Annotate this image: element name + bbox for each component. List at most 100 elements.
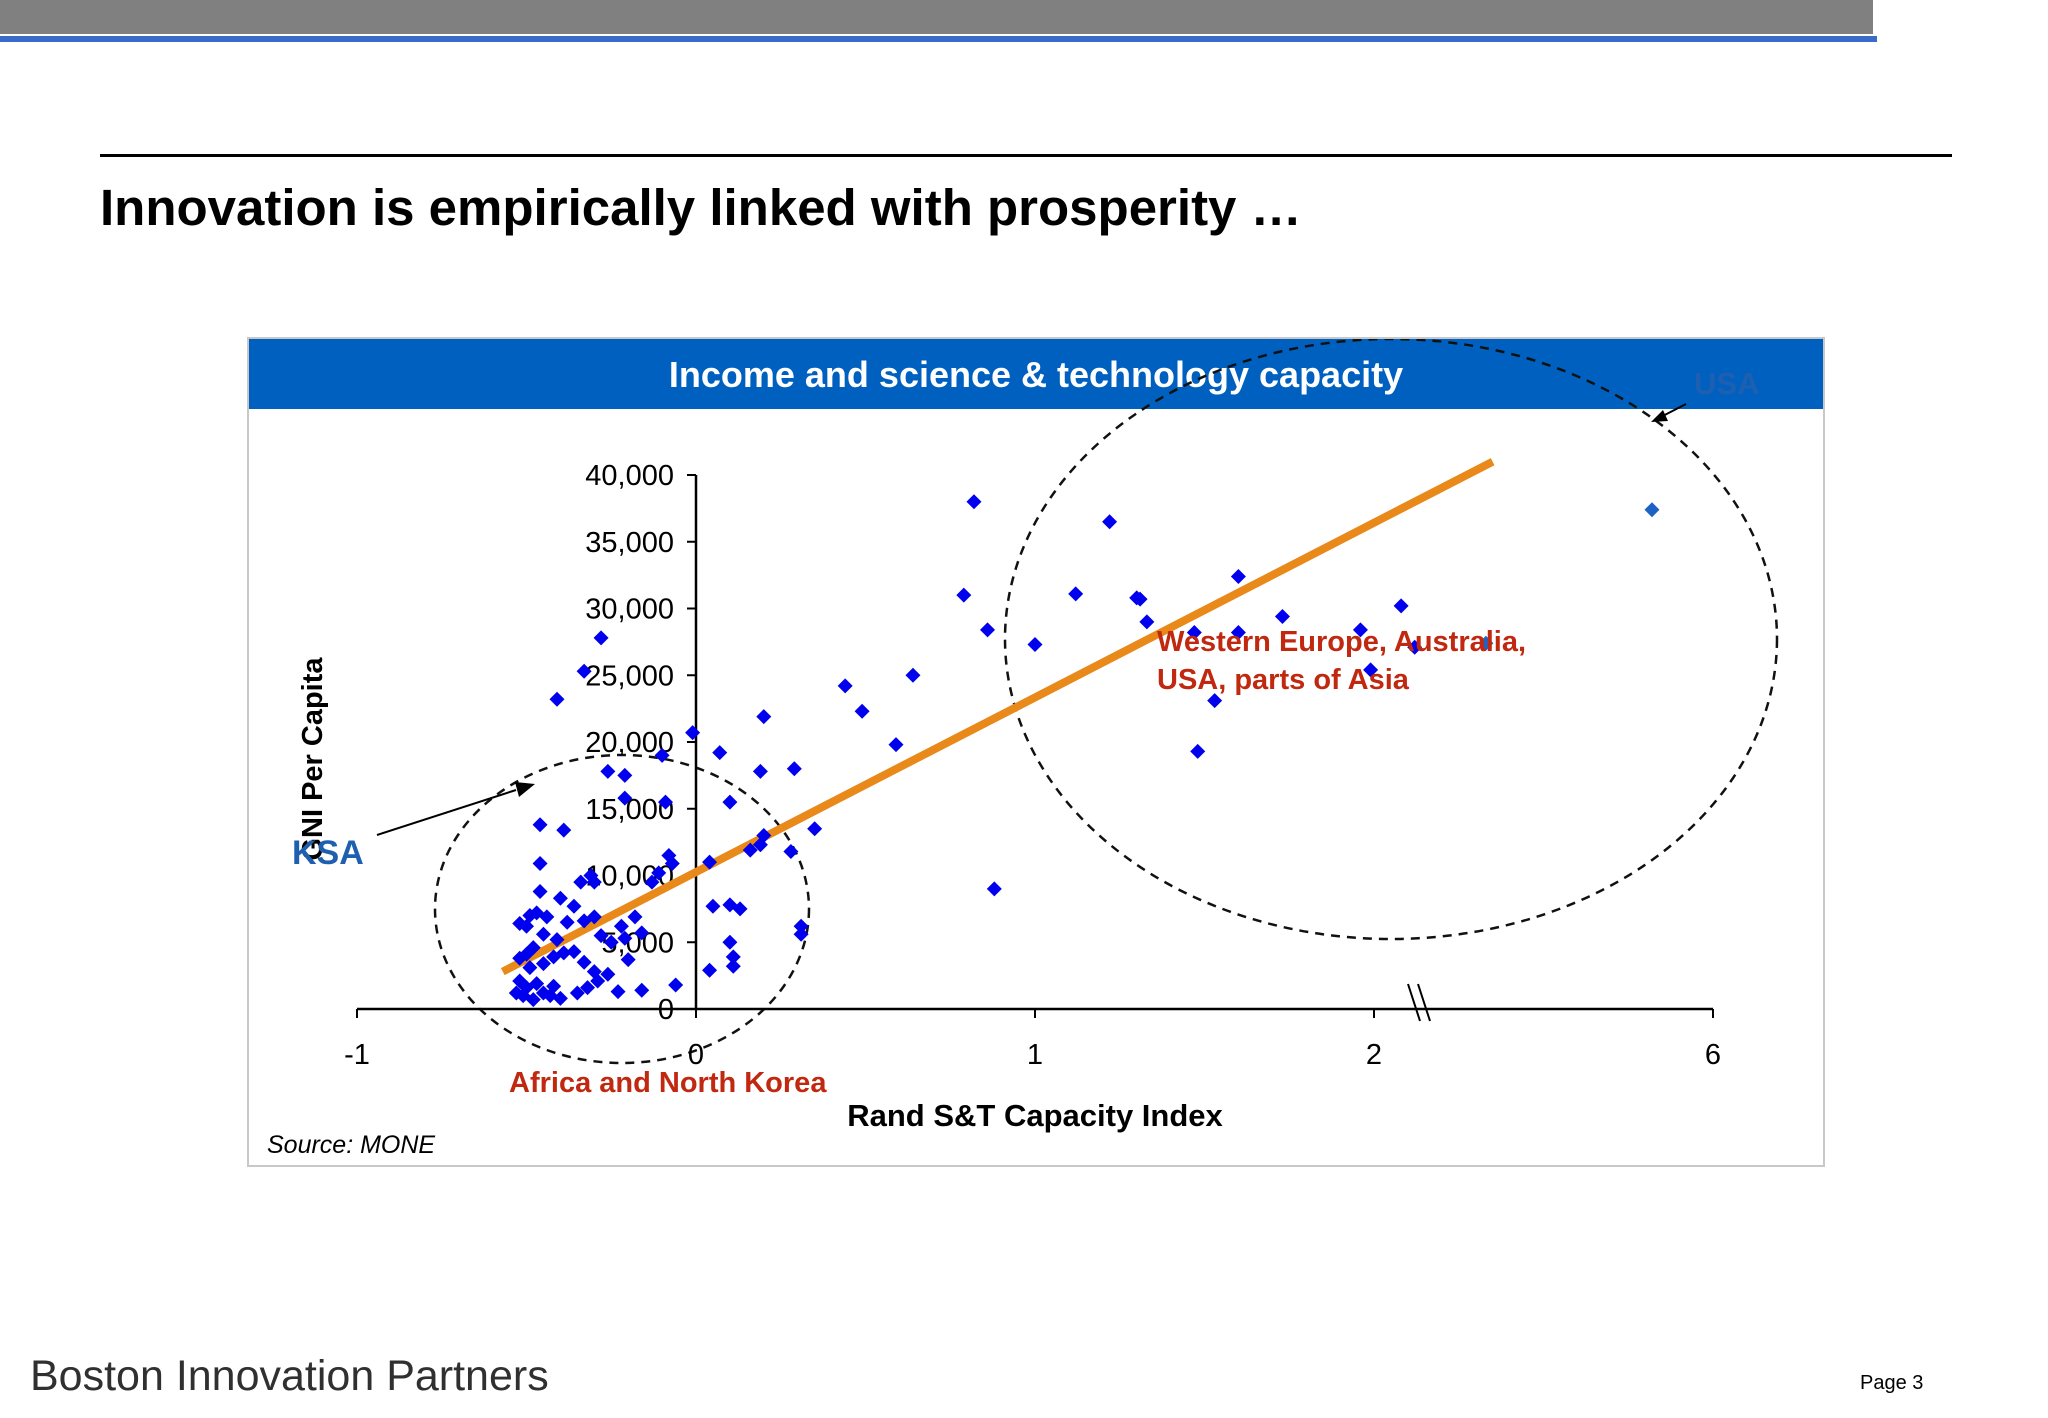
data-point <box>756 709 772 725</box>
data-point <box>1230 568 1246 584</box>
data-point <box>668 977 684 993</box>
data-point <box>1027 637 1043 653</box>
data-point <box>1068 586 1084 602</box>
x-tick-label: -1 <box>344 1039 370 1071</box>
data-point <box>529 976 545 992</box>
data-point <box>702 962 718 978</box>
data-point <box>725 949 741 965</box>
data-point <box>556 945 572 961</box>
data-point <box>685 725 701 741</box>
data-point <box>1274 609 1290 625</box>
ksa-label: KSA <box>292 834 364 872</box>
data-point <box>590 973 606 989</box>
data-point <box>1363 662 1379 678</box>
trend-line <box>500 458 1495 976</box>
usa-arrow-head <box>1651 410 1668 422</box>
data-point <box>732 901 748 917</box>
data-point <box>549 932 565 948</box>
slide-title: Innovation is empirically linked with pr… <box>100 179 1302 236</box>
data-point <box>512 916 528 932</box>
data-point <box>702 854 718 870</box>
data-point <box>617 790 633 806</box>
data-point <box>539 909 555 925</box>
low-income-group-label: Africa and North Korea <box>509 1067 827 1099</box>
data-point <box>586 909 602 925</box>
x-tick-label: 0 <box>688 1039 704 1071</box>
x-axis-title: Rand S&T Capacity Index <box>847 1098 1223 1133</box>
data-point <box>756 827 772 843</box>
footer-brand: Boston Innovation Partners <box>30 1352 549 1400</box>
low-income-group-ellipse <box>433 753 811 1065</box>
axis-break-mark <box>1417 983 1431 1022</box>
data-point <box>722 794 738 810</box>
data-point <box>1139 614 1155 630</box>
axis-break-mark <box>1407 983 1421 1022</box>
y-tick-label: 35,000 <box>585 527 674 559</box>
data-point <box>1230 625 1246 641</box>
data-point <box>610 984 626 1000</box>
data-point <box>566 944 582 960</box>
data-point <box>1132 591 1148 607</box>
data-point <box>542 988 558 1004</box>
data-point <box>712 745 728 761</box>
top-banner-bar <box>0 0 1873 34</box>
data-point <box>634 925 650 941</box>
data-point <box>576 663 592 679</box>
x-tick-label: 2 <box>1366 1039 1382 1071</box>
data-point <box>722 897 738 913</box>
data-point <box>722 934 738 950</box>
data-point <box>793 926 809 942</box>
data-point <box>1407 639 1423 655</box>
data-point <box>1478 635 1494 651</box>
data-point <box>603 934 619 950</box>
data-point <box>535 956 551 972</box>
data-point <box>1190 743 1206 759</box>
data-point <box>593 928 609 944</box>
data-point <box>1102 514 1118 530</box>
data-point <box>559 914 575 930</box>
data-point <box>617 930 633 946</box>
y-tick-label: 40,000 <box>585 460 674 492</box>
data-point <box>580 980 596 996</box>
data-point <box>786 761 802 777</box>
data-point <box>956 587 972 603</box>
data-point <box>556 822 572 838</box>
data-point <box>664 855 680 871</box>
data-point <box>532 817 548 833</box>
source-note: Source: MONE <box>267 1131 435 1159</box>
data-point <box>532 884 548 900</box>
data-point <box>549 691 565 707</box>
y-tick-label: 30,000 <box>585 594 674 626</box>
data-point <box>586 874 602 890</box>
y-tick-label: 25,000 <box>585 660 674 692</box>
data-point <box>837 678 853 694</box>
data-point <box>783 843 799 859</box>
high-income-group-ellipse <box>1003 339 1779 941</box>
top-accent-rule <box>0 36 1877 42</box>
page-number: Page 3 <box>1860 1372 1924 1394</box>
data-point <box>888 737 904 753</box>
data-point <box>752 763 768 779</box>
data-point <box>1393 598 1409 614</box>
high-income-group-label: USA, parts of Asia <box>1157 664 1410 696</box>
data-point <box>742 842 758 858</box>
chart-panel: Income and science & technology capacity… <box>247 337 1825 1167</box>
data-point <box>529 905 545 921</box>
data-point <box>600 966 616 982</box>
data-point <box>576 954 592 970</box>
usa-label: USA <box>1694 366 1759 401</box>
data-point <box>980 622 996 638</box>
data-point <box>644 874 660 890</box>
data-point <box>793 918 809 934</box>
high-income-group-label: Western Europe, Australia, <box>1157 626 1526 658</box>
data-point <box>966 494 982 510</box>
data-point <box>617 767 633 783</box>
data-point <box>552 990 568 1006</box>
ksa-arrow-head <box>515 782 535 797</box>
data-point <box>620 952 636 968</box>
data-point <box>552 890 568 906</box>
data-point <box>593 630 609 646</box>
data-point <box>705 898 721 914</box>
data-point <box>807 821 823 837</box>
data-point <box>654 747 670 763</box>
